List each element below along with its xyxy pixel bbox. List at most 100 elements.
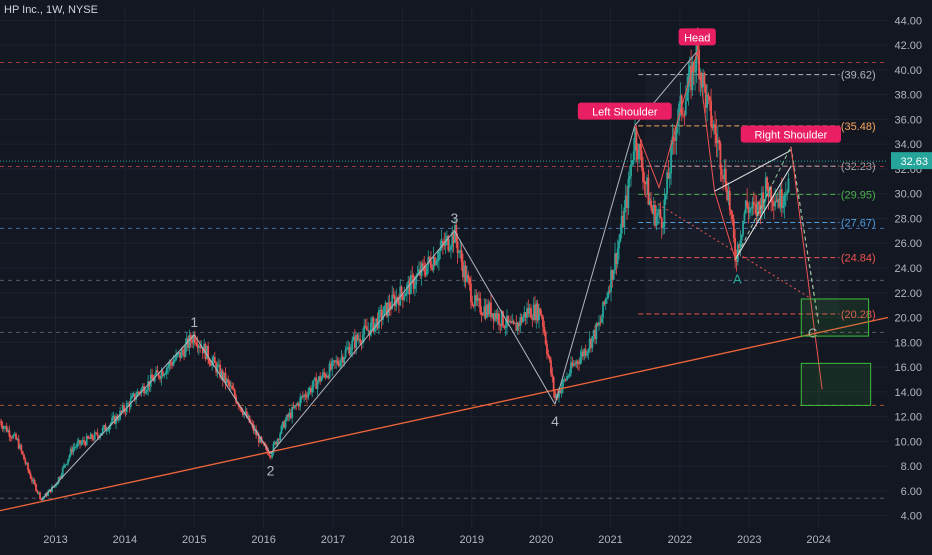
candle-body (702, 72, 704, 88)
candle-body (233, 390, 236, 397)
candle-body (406, 285, 408, 294)
y-tick-label: 28.00 (894, 213, 922, 225)
candle-body (599, 322, 602, 324)
candle-body (724, 168, 727, 190)
candle-body (379, 309, 382, 311)
candle-body (16, 438, 19, 440)
candle-body (686, 92, 688, 102)
candle-body (352, 336, 355, 341)
wave-line (41, 334, 195, 500)
candle-body (335, 360, 338, 363)
candle-body (720, 169, 723, 176)
candle-body (474, 295, 476, 306)
candle-body (459, 250, 462, 252)
head-pill (678, 28, 716, 46)
candle-body (734, 238, 737, 261)
candle-body (771, 201, 774, 203)
candle-body (747, 206, 750, 213)
candle-body (634, 128, 636, 152)
candle-body (544, 332, 547, 345)
candle-body (426, 266, 428, 276)
candle-body (361, 334, 364, 344)
candle-body (339, 360, 342, 366)
wedge-upper-line (714, 149, 792, 192)
candle-body (598, 322, 600, 326)
candle-body (552, 377, 555, 392)
candle-body (619, 233, 622, 241)
candle-body (320, 377, 323, 382)
wave-label: 2 (267, 463, 275, 479)
candle-body (183, 351, 186, 357)
candle-body (152, 378, 155, 382)
candle-body (646, 177, 648, 185)
candle-body (456, 241, 459, 253)
candle-body (380, 309, 383, 320)
candle-body (365, 326, 368, 331)
candle-body (652, 204, 655, 214)
wedge-lower-line (734, 166, 792, 260)
right-shoulder-pill (740, 125, 841, 143)
candle-body (32, 480, 35, 482)
candle-body (315, 377, 318, 389)
x-tick-label: 2022 (668, 534, 692, 546)
candle-body (608, 291, 611, 293)
x-tick-label: 2024 (806, 534, 830, 546)
candle-body (169, 361, 172, 364)
candle-body (228, 381, 231, 386)
candle-body (554, 391, 556, 399)
candle-body (750, 208, 753, 210)
candle-body (568, 373, 571, 376)
candle-body (555, 394, 558, 399)
candle-body (15, 433, 17, 440)
candle-body (269, 455, 272, 458)
x-tick-label: 2020 (529, 534, 553, 546)
candle-body (628, 176, 631, 179)
left-shoulder-pill (577, 102, 672, 120)
candle-body (539, 308, 542, 315)
candle-body (483, 306, 486, 316)
candle-body (550, 360, 552, 374)
candle-body (207, 346, 210, 360)
candle-body (39, 492, 41, 499)
candle-body (670, 144, 672, 174)
candle-body (160, 371, 163, 379)
wave-label: 4 (551, 413, 559, 429)
candle-body (510, 321, 512, 324)
x-tick-label: 2019 (460, 534, 484, 546)
candle-body (91, 434, 93, 439)
candle-body (591, 336, 594, 348)
candle-body (164, 373, 167, 375)
candle-body (411, 274, 414, 276)
candle-body (208, 359, 211, 364)
candle-body (375, 318, 378, 324)
x-tick-label: 2017 (321, 534, 345, 546)
candle-body (631, 160, 634, 165)
candle-body (193, 334, 196, 343)
candle-body (551, 373, 554, 378)
candle-body (751, 201, 754, 209)
candle-body (296, 403, 299, 406)
candle-body (595, 323, 598, 340)
candle-body (96, 432, 99, 436)
abc-label: C (808, 326, 817, 341)
candle-body (324, 374, 327, 378)
candle-body (244, 411, 247, 413)
candle-body (195, 342, 198, 345)
y-tick-label: 30.00 (894, 189, 922, 201)
candle-body (71, 448, 73, 453)
candle-body (364, 325, 367, 327)
candle-body (443, 243, 446, 246)
candle-body (67, 459, 69, 464)
candle-body (446, 235, 448, 240)
candle-body (177, 352, 180, 354)
candle-body (28, 469, 31, 474)
candle-body (64, 464, 67, 466)
candle-body (308, 388, 311, 393)
candle-body (430, 260, 432, 268)
candle-body (576, 361, 579, 364)
candle-body (132, 393, 135, 396)
candle-body (256, 434, 259, 436)
candle-body (704, 84, 707, 108)
